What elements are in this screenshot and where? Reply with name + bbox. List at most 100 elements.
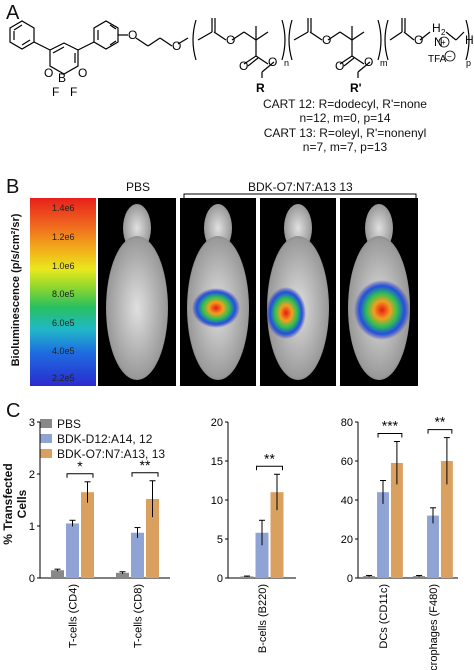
panel-b-letter: B: [6, 176, 20, 198]
repeat-n-label: n: [284, 58, 289, 68]
ester-oxygen-1: O: [239, 59, 248, 73]
amine-h-subscript: 2: [441, 28, 446, 37]
cart13-params: n=7, m=7, p=13: [302, 140, 388, 154]
chart2-ytick-label-2: 40: [341, 495, 353, 507]
chart0-ytick-label-0: 0: [29, 573, 35, 585]
repeat-p-label: p: [466, 58, 471, 68]
chart0-ytick-label-1: 1: [29, 521, 35, 533]
chart1-ytick-label-2: 10: [211, 495, 223, 507]
chart1-category-label-0: B-cells (B220): [257, 584, 269, 653]
chart2-bar-1-2: [440, 461, 453, 578]
chart2-sig-bracket-0: [377, 433, 403, 438]
colorbar-tick-6: 2.2e5: [52, 373, 75, 383]
mouse-image-treated-2: [260, 198, 336, 386]
panel-a-letter: A: [6, 2, 20, 24]
cart13-title: CART 13: R=oleyl, R'=nonenyl: [263, 126, 427, 140]
chart0-ytick-label-3: 3: [29, 417, 35, 429]
r-group-label: R: [256, 81, 265, 95]
chart0-bar-0-1: [66, 523, 79, 578]
chart0-bar-0-2: [81, 492, 94, 578]
panel-c-letter: C: [6, 400, 21, 422]
chart2-ytick-label-0: 0: [347, 573, 353, 585]
chart1-bar-0-1: [255, 532, 269, 578]
colorbar: [30, 198, 96, 386]
transfection-bar-charts: 0 1 2 3 * T-cells (CD4) ** T-cells (CD8) 0 5 10 15 2…: [29, 414, 458, 670]
mouse-image-treated-1: [180, 198, 256, 386]
amine-h-label: H: [432, 21, 441, 35]
chemical-structure: O O B O O F F O O O O O O O R R' H 2 N T…: [9, 18, 474, 99]
fluorine-label-2: F: [70, 85, 77, 99]
chart1-sig-label-0: **: [264, 450, 275, 466]
fluorine-label-1: F: [52, 85, 59, 99]
cart12-title: CART 12: R=dodecyl, R'=none: [263, 97, 427, 111]
colorbar-title: Bioluminescence (p/s/cm²/sr): [10, 213, 22, 367]
legend-item-cart12: BDK-D12:A14, 12: [40, 431, 165, 446]
chart0-sig-label-0: *: [77, 458, 83, 474]
ether-oxygen-2: O: [172, 39, 181, 53]
chart0-bar-0-0: [51, 570, 64, 578]
r-prime-group-label: R': [350, 81, 362, 95]
chart2-bar-0-2: [390, 462, 403, 578]
ester-oxygen-2: O: [268, 55, 277, 69]
carbonate-oxygen-2: O: [322, 33, 331, 47]
legend-item-cart13: BDK-O7:N7:A13, 13: [40, 446, 165, 461]
legend-label-cart12: BDK-D12:A14, 12: [57, 431, 153, 446]
amine-n-label: N: [434, 35, 443, 49]
ether-oxygen: O: [128, 28, 137, 42]
group-bracket: [183, 193, 417, 200]
svg-text:−: −: [447, 52, 452, 61]
carbonate-oxygen-3: O: [414, 33, 423, 47]
chart0-bar-1-0: [116, 572, 129, 578]
chart2-ytick-label-3: 60: [341, 456, 353, 468]
chart2-sig-label-0: ***: [382, 418, 399, 434]
chart2-ytick-label-1: 20: [341, 534, 353, 546]
chart0-sig-bracket-0: [66, 473, 94, 478]
chart0-ytick-label-2: 2: [29, 469, 35, 481]
chart2-category-label-0: DCs (CD11c): [378, 584, 390, 649]
chart2-sig-bracket-1: [427, 429, 453, 434]
chart0-sig-bracket-1: [131, 472, 159, 477]
chart2-category-label-1: Macrophages (F480): [428, 584, 440, 670]
carbonate-oxygen-1: O: [226, 33, 235, 47]
colorbar-tick-4: 6.0e5: [52, 318, 75, 328]
mouse-image-pbs: [98, 198, 176, 386]
chart2-ytick-label-4: 80: [341, 417, 353, 429]
chart0-sig-label-1: **: [140, 457, 151, 473]
ester-oxygen-3: O: [335, 59, 344, 73]
chart2-bar-0-1: [377, 492, 389, 578]
chart1-bar-0-2: [270, 492, 284, 578]
legend-label-pbs: PBS: [57, 416, 82, 431]
chart2-bar-1-0: [413, 576, 426, 578]
legend-item-pbs: PBS: [40, 416, 165, 431]
cart12-params: n=12, m=0, p=14: [299, 111, 391, 125]
terminal-h-label: H: [465, 33, 474, 47]
colorbar-title-wrap: Bioluminescence (p/s/cm²/sr): [8, 200, 22, 385]
svg-text:+: +: [441, 38, 446, 47]
chart1-ytick-label-3: 15: [211, 456, 223, 468]
legend-swatch-cart12: [40, 434, 52, 443]
legend: PBS BDK-D12:A14, 12 BDK-O7:N7:A13, 13: [40, 416, 165, 461]
legend-swatch-cart13: [40, 449, 52, 458]
chart1-ytick-label-0: 0: [217, 573, 223, 585]
chart1-ytick-label-1: 5: [217, 534, 223, 546]
colorbar-tick-0: 1.4e6: [52, 203, 75, 213]
oxygen-label-1: O: [44, 66, 53, 80]
colorbar-tick-5: 4.0e5: [52, 346, 75, 356]
chart0-bar-1-1: [131, 532, 144, 578]
legend-swatch-pbs: [40, 419, 52, 428]
chart0-category-label-0: T-cells (CD4): [68, 584, 80, 648]
chart2-sig-label-1: **: [434, 414, 445, 430]
oxygen-label-2: O: [78, 66, 87, 80]
ester-oxygen-4: O: [364, 55, 373, 69]
pbs-label: PBS: [126, 180, 151, 194]
chart1-bar-0-0: [240, 576, 254, 578]
mouse-image-treated-3: [340, 198, 418, 386]
chart2-bar-0-0: [363, 576, 376, 578]
repeat-m-label: m: [380, 58, 388, 68]
chart2-bar-1-1: [427, 515, 439, 578]
tfa-label: TFA: [428, 54, 447, 65]
colorbar-tick-2: 1.0e6: [52, 261, 75, 271]
chart0-category-label-1: T-cells (CD8): [133, 584, 145, 648]
colorbar-tick-3: 8.0e5: [52, 289, 75, 299]
chart0-bar-1-2: [146, 498, 159, 578]
